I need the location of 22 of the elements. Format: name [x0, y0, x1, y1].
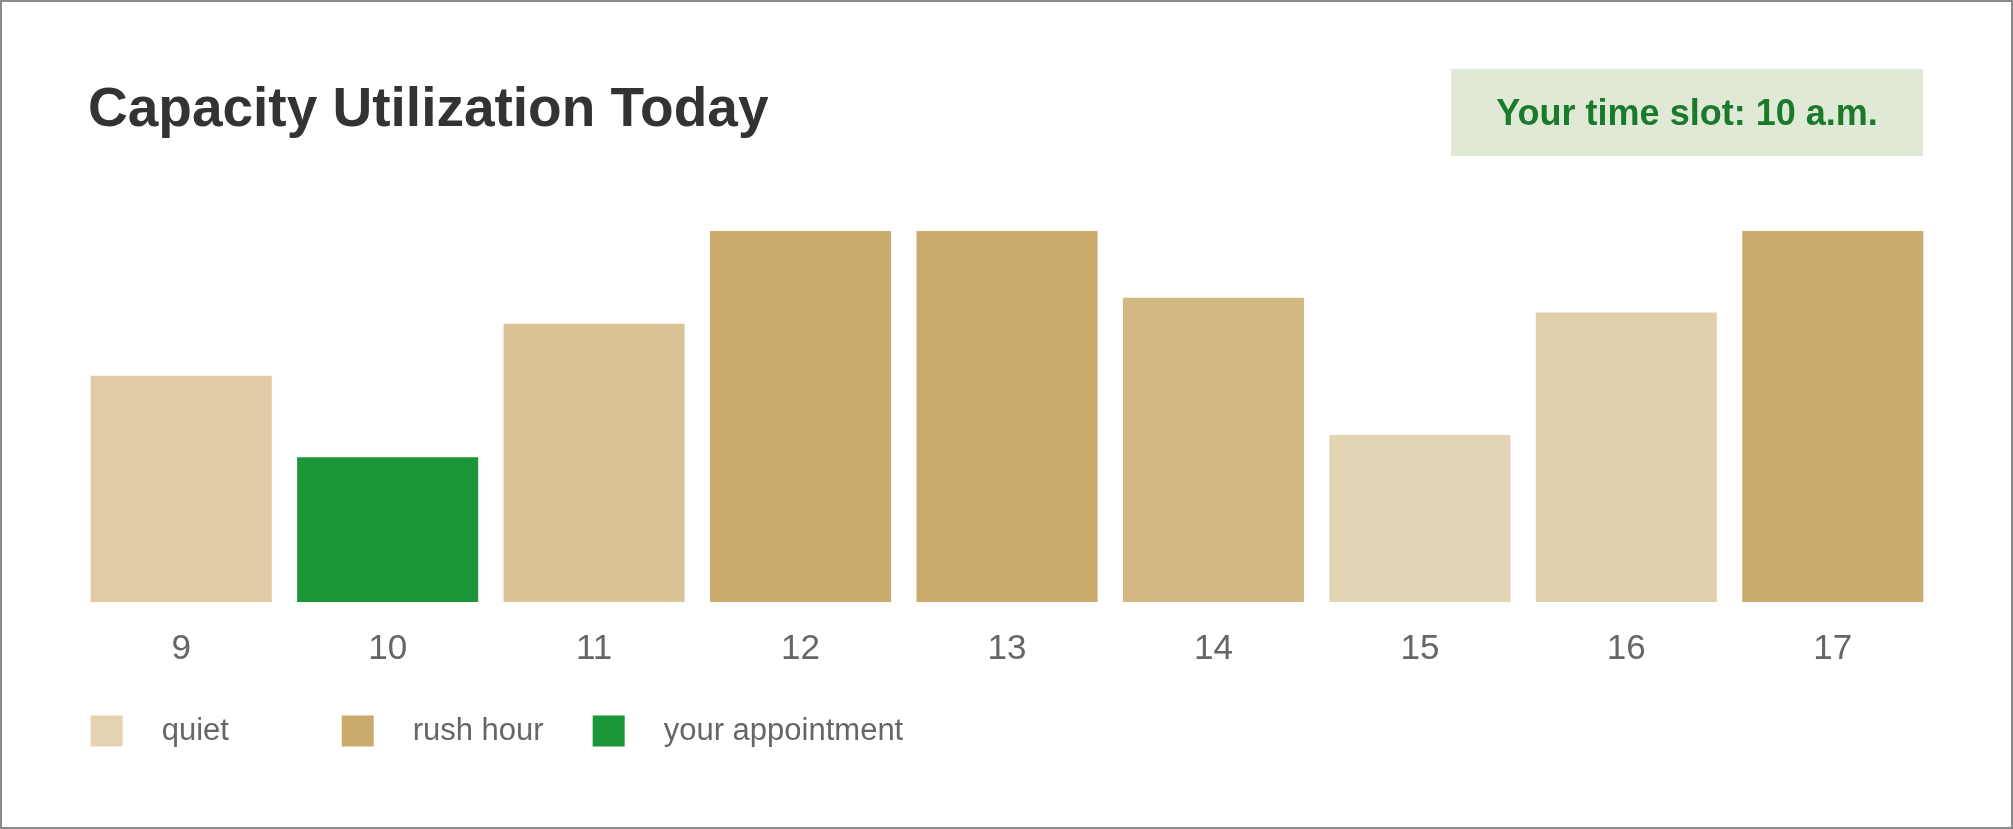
x-tick-label: 9 [171, 626, 191, 666]
x-tick-label: 17 [1813, 626, 1853, 666]
x-tick-label: 15 [1400, 626, 1440, 666]
bar [1122, 297, 1304, 602]
bar [90, 375, 272, 602]
x-tick-label: 10 [368, 626, 408, 666]
bar [1742, 231, 1924, 602]
bar [1535, 312, 1717, 602]
bar [1329, 435, 1511, 602]
x-tick-label: 12 [781, 626, 821, 666]
bar [297, 457, 479, 602]
legend-label: rush hour [412, 711, 544, 747]
x-tick-label: 14 [1193, 626, 1233, 666]
bar [503, 323, 685, 602]
x-tick-label: 13 [987, 626, 1027, 666]
bar [710, 231, 892, 602]
bar [916, 231, 1098, 602]
x-tick-label: 11 [575, 626, 613, 666]
x-tick-label: 16 [1606, 626, 1646, 666]
chart-title: Capacity Utilization Today [88, 76, 769, 138]
legend-label: your appointment [663, 711, 904, 747]
legend-label: quiet [161, 711, 230, 747]
